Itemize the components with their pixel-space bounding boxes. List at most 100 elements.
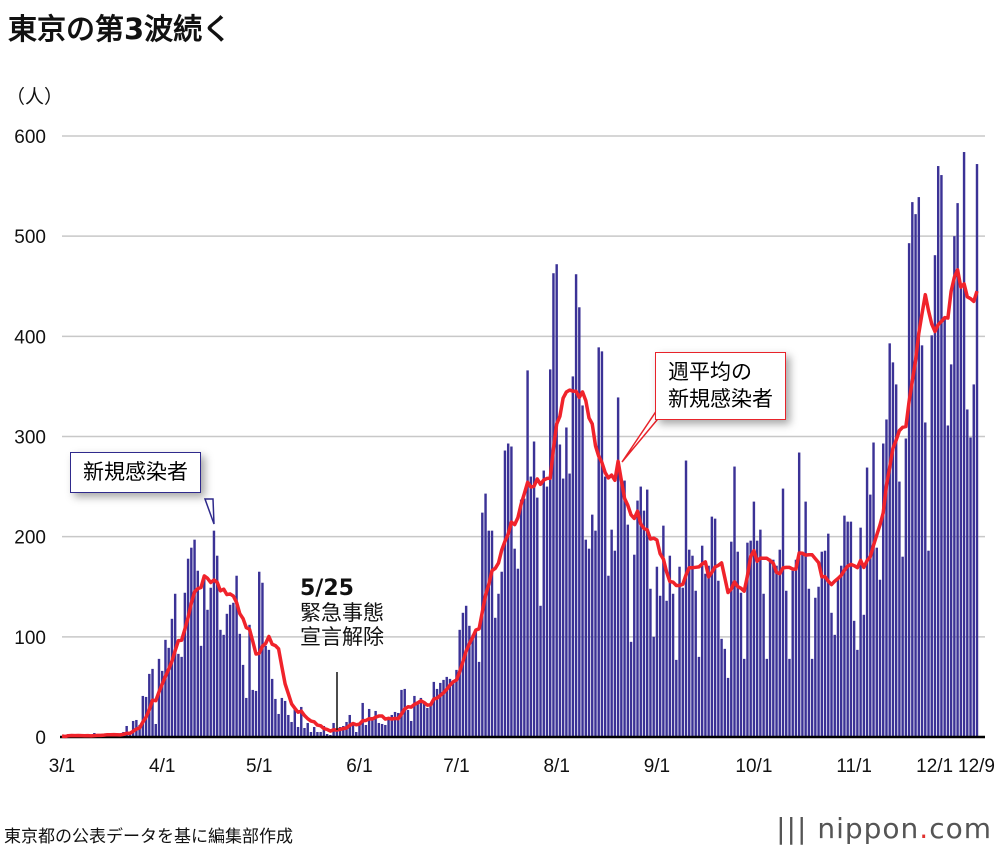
- bar: [749, 540, 752, 737]
- bar: [882, 443, 885, 737]
- x-tick-label: 7/1: [443, 756, 469, 777]
- bar: [280, 697, 284, 737]
- bar: [481, 512, 484, 737]
- bar: [338, 726, 342, 737]
- bar: [794, 559, 798, 737]
- bar: [131, 720, 135, 737]
- bar: [355, 731, 358, 737]
- bar: [523, 498, 526, 737]
- bar: [190, 547, 193, 737]
- bar: [917, 197, 921, 737]
- bar: [933, 255, 937, 737]
- bar: [869, 494, 872, 737]
- bar: [526, 370, 529, 737]
- bar: [924, 422, 927, 737]
- bar: [904, 438, 908, 737]
- bar: [865, 467, 869, 737]
- bar: [322, 725, 326, 737]
- y-tick-label: 100: [14, 628, 46, 649]
- bar: [254, 690, 258, 737]
- bar: [325, 733, 329, 737]
- bar: [911, 202, 914, 738]
- bar: [675, 659, 678, 737]
- bar: [697, 656, 701, 737]
- bar: [513, 548, 516, 737]
- bar: [306, 722, 309, 737]
- bar: [206, 609, 209, 737]
- bar: [969, 437, 972, 737]
- bar: [788, 658, 791, 737]
- bar: [775, 565, 778, 737]
- bar: [264, 645, 267, 737]
- bar: [836, 578, 840, 737]
- bar: [568, 473, 571, 737]
- bar: [474, 630, 478, 737]
- bar: [959, 287, 963, 737]
- event-annotation: 5/25 緊急事態 宣言解除: [300, 576, 384, 650]
- weekly-average-line: [61, 268, 979, 739]
- nippon-logo: ||| nippon.com: [776, 812, 992, 845]
- bar: [804, 501, 807, 737]
- bar: [510, 446, 513, 737]
- bar: [448, 678, 452, 737]
- bar: [283, 700, 287, 737]
- bar: [620, 478, 623, 737]
- event-text-2: 宣言解除: [300, 625, 384, 649]
- bar: [852, 620, 856, 737]
- bar: [642, 510, 646, 737]
- bar: [422, 701, 426, 737]
- bar: [565, 427, 568, 737]
- bar: [561, 478, 565, 737]
- bar: [503, 450, 507, 737]
- bar: [342, 725, 345, 737]
- bar: [571, 376, 575, 737]
- bar: [303, 727, 306, 737]
- bar: [736, 551, 739, 737]
- bar: [442, 679, 445, 737]
- bar: [309, 731, 313, 737]
- bar: [846, 521, 849, 737]
- bar: [723, 648, 727, 737]
- bar: [629, 641, 633, 737]
- bar: [199, 645, 203, 737]
- bar: [445, 676, 448, 737]
- bar: [167, 647, 170, 737]
- bar: [943, 318, 946, 737]
- x-tick-label: 5/1: [246, 756, 272, 777]
- bar: [215, 555, 219, 737]
- bar: [768, 558, 772, 737]
- bar: [862, 614, 866, 737]
- y-tick-label: 500: [14, 227, 46, 248]
- bar: [733, 466, 736, 737]
- bar: [907, 243, 911, 737]
- bar: [975, 164, 979, 738]
- bar: [597, 347, 600, 737]
- bar: [380, 723, 384, 737]
- bar: [746, 542, 749, 737]
- bar: [600, 351, 604, 737]
- bar: [484, 493, 487, 737]
- bar: [681, 587, 684, 737]
- bar: [549, 369, 552, 737]
- bar: [856, 649, 859, 737]
- bar: [584, 539, 587, 737]
- bar: [956, 203, 959, 737]
- bar: [161, 670, 164, 737]
- bar: [655, 566, 659, 737]
- bar: [613, 550, 617, 737]
- bar: [539, 605, 542, 737]
- bar: [461, 612, 465, 737]
- bar: [245, 697, 248, 737]
- bar: [742, 658, 746, 737]
- bar: [901, 556, 904, 737]
- event-text-1: 緊急事態: [300, 601, 384, 625]
- x-tick-label: 12/1: [916, 756, 953, 777]
- bar: [652, 636, 655, 737]
- bar: [710, 516, 714, 737]
- bar: [639, 486, 642, 737]
- bar: [668, 555, 672, 737]
- bar: [713, 518, 717, 737]
- bar: [820, 551, 824, 737]
- bar: [626, 524, 630, 737]
